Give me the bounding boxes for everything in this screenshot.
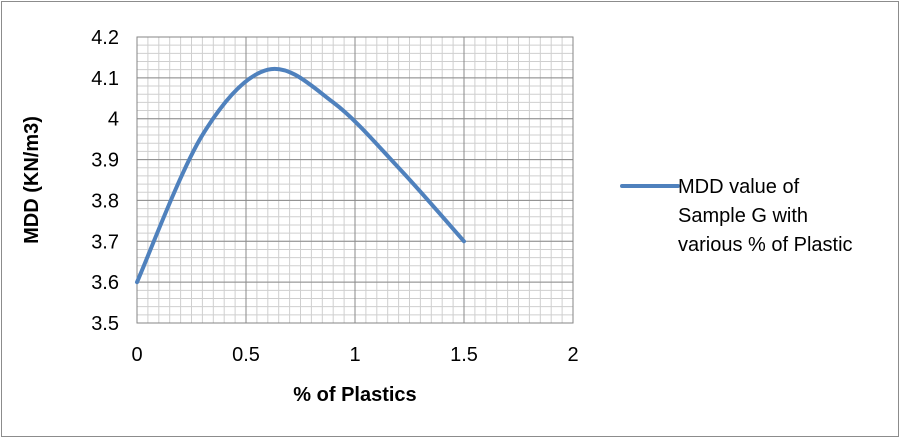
y-axis-title: MDD (KN/m3)	[21, 116, 43, 244]
y-tick-label: 3.6	[91, 272, 119, 294]
y-tick-label: 4	[108, 109, 119, 131]
legend: MDD value of Sample G with various % of …	[620, 176, 853, 256]
x-tick-label: 0	[131, 344, 142, 366]
y-tick-label: 3.7	[91, 231, 119, 253]
x-tick-label: 1.5	[450, 344, 478, 366]
y-tick-label: 3.5	[91, 313, 119, 335]
y-tick-label: 3.9	[91, 150, 119, 172]
y-tick-label: 3.8	[91, 190, 119, 212]
x-tick-label: 1	[349, 344, 360, 366]
x-tick-label: 0.5	[232, 344, 260, 366]
legend-label-line-1: MDD value of	[678, 176, 800, 198]
x-axis-title: % of Plastics	[293, 384, 416, 406]
x-tick-labels: 0 0.5 1 1.5 2	[131, 344, 578, 366]
series-line-mdd	[135, 66, 466, 285]
legend-label-line-2: Sample G with	[678, 205, 808, 227]
y-tick-labels: 3.5 3.6 3.7 3.8 3.9 4 4.1 4.2	[91, 27, 119, 335]
y-tick-label: 4.1	[91, 68, 119, 90]
legend-label-line-3: various % of Plastic	[678, 234, 853, 256]
x-tick-label: 2	[567, 344, 578, 366]
y-tick-label: 4.2	[91, 27, 119, 49]
plot-area-border	[136, 36, 574, 324]
